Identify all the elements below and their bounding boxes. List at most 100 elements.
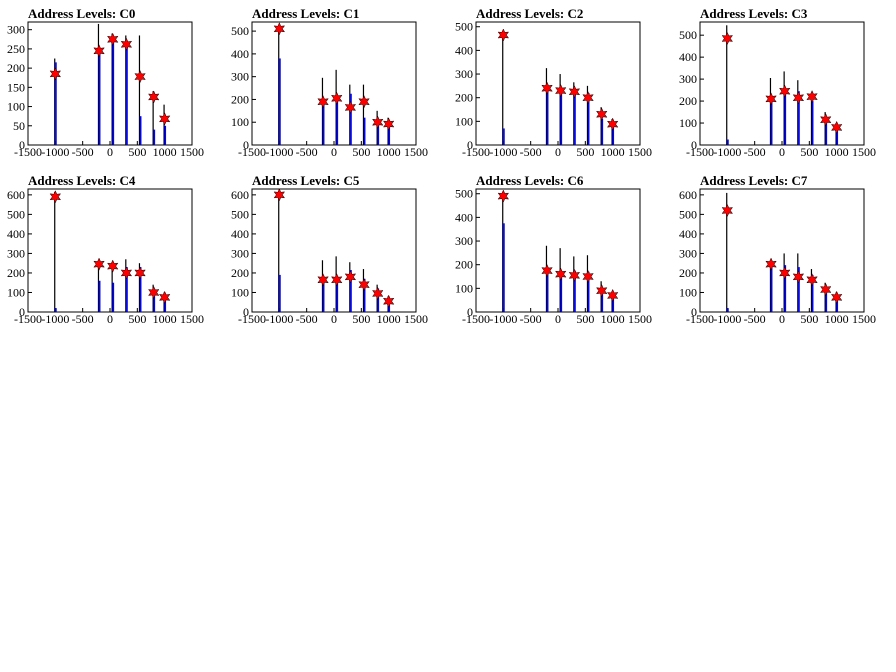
peak-star-marker — [555, 83, 567, 98]
y-tick-label: 150 — [7, 80, 25, 94]
x-tick-label: 1500 — [628, 312, 652, 326]
x-tick-label: -1000 — [489, 145, 517, 159]
y-tick-label: 100 — [7, 285, 25, 299]
x-tick-label: 1500 — [404, 312, 428, 326]
x-tick-label: -1000 — [713, 312, 741, 326]
peak-star-marker — [317, 273, 329, 287]
plot-frame — [27, 188, 193, 313]
peak-star-marker — [49, 190, 62, 204]
x-tick-label: -500 — [520, 145, 542, 159]
y-tick-label: 200 — [7, 266, 25, 280]
peak-star-marker — [765, 257, 777, 271]
chart-title: Address Levels: C0 — [28, 6, 135, 21]
x-tick-label: 1500 — [852, 312, 876, 326]
y-tick-label: 100 — [679, 285, 697, 299]
peak-star-marker — [765, 92, 777, 106]
y-tick-label: 0 — [691, 138, 697, 152]
peak-star-marker — [148, 285, 160, 300]
x-tick-label: 500 — [352, 312, 370, 326]
y-tick-label: 400 — [679, 227, 697, 241]
y-tick-label: 100 — [455, 114, 473, 128]
histogram-panel: Address Levels: C0 0 50 100 150 200 250 300 -150… — [7, 6, 204, 159]
y-tick-label: 0 — [243, 138, 249, 152]
y-tick-label: 500 — [679, 207, 697, 221]
peak-star-marker — [107, 259, 119, 273]
y-tick-label: 100 — [455, 281, 473, 295]
y-tick-label: 400 — [679, 50, 697, 64]
peak-star-marker — [555, 267, 567, 281]
x-tick-label: -1500 — [462, 145, 490, 159]
x-tick-label: 1000 — [825, 312, 849, 326]
x-tick-label: -1000 — [265, 145, 293, 159]
histogram-panel: Address Levels: C10100200300400500-1500-… — [231, 6, 428, 159]
peak-star-marker — [148, 90, 160, 104]
y-tick-label: 500 — [679, 28, 697, 42]
x-tick-label: -500 — [296, 145, 318, 159]
y-tick-label: 300 — [679, 72, 697, 86]
y-tick-label: 500 — [7, 207, 25, 221]
y-tick-label: 300 — [7, 23, 25, 37]
x-tick-label: 0 — [779, 145, 785, 159]
peak-star-marker — [606, 288, 619, 303]
x-tick-label: 500 — [576, 312, 594, 326]
y-tick-label: 300 — [7, 246, 25, 260]
peak-star-marker — [792, 91, 805, 105]
y-tick-label: 500 — [455, 187, 473, 201]
x-tick-label: 0 — [331, 312, 337, 326]
y-tick-label: 600 — [679, 188, 697, 202]
peak-star-marker — [134, 69, 146, 84]
y-tick-label: 500 — [455, 20, 473, 34]
peak-star-marker — [806, 90, 818, 104]
plot-frame — [251, 188, 417, 313]
x-tick-label: 500 — [800, 145, 818, 159]
x-tick-label: 500 — [128, 145, 146, 159]
x-tick-label: 0 — [779, 312, 785, 326]
y-tick-label: 400 — [7, 227, 25, 241]
x-tick-label: -500 — [744, 145, 766, 159]
peak-star-marker — [372, 115, 384, 129]
peak-star-marker — [158, 290, 171, 304]
y-tick-label: 200 — [231, 266, 249, 280]
x-tick-label: -500 — [72, 145, 94, 159]
x-tick-label: -1000 — [265, 312, 293, 326]
x-tick-label: 1000 — [601, 145, 625, 159]
peak-star-marker — [582, 91, 594, 105]
x-tick-label: 1000 — [825, 145, 849, 159]
peak-star-marker — [779, 84, 791, 98]
x-tick-label: -1500 — [686, 312, 714, 326]
x-tick-label: 1500 — [180, 312, 204, 326]
peak-star-marker — [158, 112, 171, 126]
y-tick-label: 300 — [231, 246, 249, 260]
x-tick-label: 1000 — [601, 312, 625, 326]
histogram-panel: Address Levels: C30100200300400500-1500-… — [679, 6, 876, 159]
x-tick-label: -1500 — [238, 145, 266, 159]
peak-star-marker — [107, 32, 119, 46]
chart-title: Address Levels: C1 — [252, 6, 359, 21]
y-tick-label: 50 — [13, 119, 25, 133]
peak-star-marker — [830, 290, 843, 304]
y-tick-label: 0 — [243, 305, 249, 319]
y-tick-label: 300 — [455, 67, 473, 81]
x-tick-label: 0 — [555, 145, 561, 159]
peak-star-marker — [606, 117, 619, 131]
chart-title: Address Levels: C5 — [252, 173, 360, 188]
x-tick-label: -1500 — [238, 312, 266, 326]
peak-star-marker — [721, 203, 734, 218]
y-tick-label: 200 — [455, 91, 473, 105]
peak-star-marker — [273, 188, 286, 202]
chart-title: Address Levels: C4 — [28, 173, 136, 188]
x-tick-label: 1500 — [628, 145, 652, 159]
x-tick-label: 1000 — [377, 145, 401, 159]
peak-star-marker — [49, 67, 62, 81]
x-tick-label: 500 — [576, 145, 594, 159]
y-tick-label: 0 — [691, 305, 697, 319]
peak-star-marker — [382, 294, 395, 308]
peak-star-marker — [596, 107, 608, 121]
peak-star-marker — [721, 31, 734, 46]
peak-star-marker — [120, 37, 133, 51]
peak-star-marker — [273, 22, 286, 36]
y-tick-label: 100 — [231, 285, 249, 299]
x-tick-label: 500 — [352, 145, 370, 159]
x-tick-label: -500 — [296, 312, 318, 326]
